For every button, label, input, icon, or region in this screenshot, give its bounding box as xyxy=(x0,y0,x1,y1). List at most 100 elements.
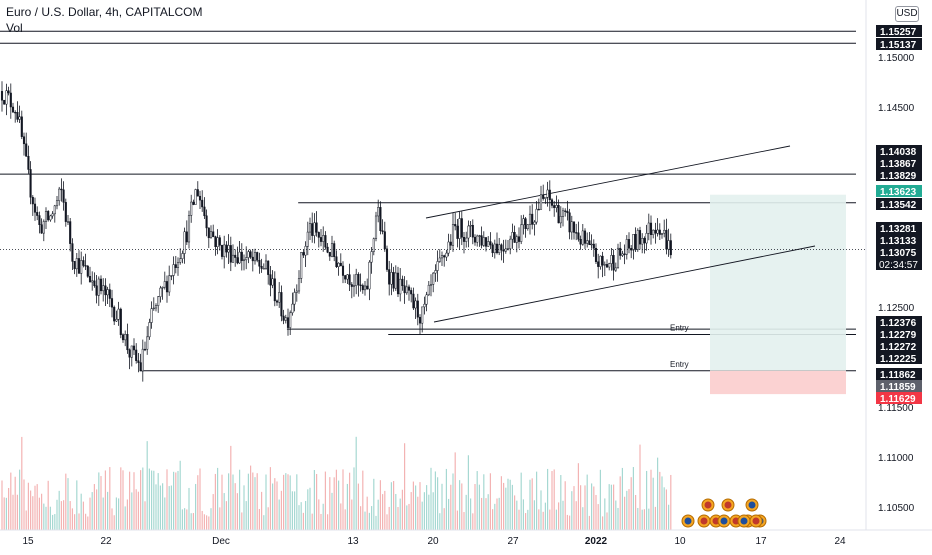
candle-body xyxy=(75,258,78,270)
volume-bar xyxy=(212,494,214,530)
volume-bar xyxy=(170,485,172,530)
volume-bars xyxy=(1,436,672,530)
candle-body xyxy=(181,253,184,259)
volume-bar xyxy=(221,474,223,530)
price-label-tag xyxy=(876,157,922,169)
volume-bar xyxy=(217,467,219,530)
symbol-title[interactable]: Euro / U.S. Dollar, 4h, CAPITALCOM xyxy=(6,5,203,19)
candle-body xyxy=(168,275,171,293)
countdown-text: 02:34:57 xyxy=(879,260,918,271)
candle-body xyxy=(216,237,219,247)
candle-body xyxy=(58,188,61,202)
price-label-tag xyxy=(876,380,922,392)
candle-body xyxy=(317,232,320,238)
volume-bar xyxy=(300,502,302,530)
volume-bar xyxy=(390,482,392,530)
volume-bar xyxy=(492,509,494,530)
volume-bar xyxy=(324,471,326,530)
volume-bar xyxy=(56,499,58,530)
volume-bar xyxy=(393,481,395,530)
price-tick-label: 1.11500 xyxy=(878,403,914,414)
candle-body xyxy=(29,169,32,198)
candle-body xyxy=(214,236,217,247)
candle-body xyxy=(504,248,507,252)
volume-bar xyxy=(283,474,285,530)
candle-body xyxy=(176,262,180,268)
candle-body xyxy=(414,300,417,309)
volume-bar xyxy=(285,473,287,530)
volume-bar xyxy=(503,482,505,530)
candlesticks xyxy=(0,81,672,382)
volume-bar xyxy=(201,510,203,530)
candle-body xyxy=(467,225,470,239)
price-label-text: 1.15137 xyxy=(880,40,917,51)
event-flag-center xyxy=(720,517,728,525)
candle-body xyxy=(20,116,23,137)
volume-label[interactable]: Vol xyxy=(6,21,23,35)
volume-bar xyxy=(540,490,542,530)
candle-body xyxy=(542,194,545,199)
candle-body xyxy=(201,199,204,208)
candle-body xyxy=(0,91,4,101)
volume-bar xyxy=(179,460,181,530)
candle-body xyxy=(99,278,103,292)
volume-bar xyxy=(190,513,192,530)
candle-body xyxy=(634,234,637,250)
candle-body xyxy=(132,345,136,351)
candle-body xyxy=(62,189,65,203)
candle-body xyxy=(273,278,276,302)
candle-body xyxy=(407,286,411,291)
volume-bar xyxy=(96,489,98,530)
candle-body xyxy=(198,195,202,201)
volume-bar xyxy=(591,483,593,530)
candle-body xyxy=(212,231,215,237)
candle-body xyxy=(520,224,523,242)
volume-bar xyxy=(27,482,29,530)
volume-bar xyxy=(87,516,89,530)
candle-body xyxy=(572,221,576,233)
volume-bar xyxy=(584,485,586,530)
currency-button[interactable]: USD xyxy=(895,6,919,22)
candle-body xyxy=(405,286,408,294)
candle-body xyxy=(172,264,175,276)
candle-body xyxy=(278,292,281,303)
candle-body xyxy=(427,284,430,296)
volume-bar xyxy=(69,501,71,530)
candle-body xyxy=(396,272,400,295)
price-label-text: 1.12225 xyxy=(880,354,917,365)
event-flag-center xyxy=(684,517,692,525)
candle-body xyxy=(379,207,382,231)
volume-bar xyxy=(577,463,579,530)
volume-bar xyxy=(489,473,491,530)
volume-bar xyxy=(670,474,672,530)
volume-bar xyxy=(426,485,428,530)
volume-bar xyxy=(355,436,357,530)
volume-bar xyxy=(45,506,47,530)
candle-body xyxy=(7,90,10,94)
volume-bar xyxy=(243,485,245,530)
candle-body xyxy=(115,319,118,322)
candle-body xyxy=(82,260,85,266)
volume-bar xyxy=(30,490,32,530)
entry-annotation: Entry xyxy=(670,360,689,369)
candle-body xyxy=(190,201,193,216)
volume-bar xyxy=(261,491,263,530)
candle-body xyxy=(97,278,100,296)
candle-body xyxy=(242,259,246,261)
volume-bar xyxy=(357,483,359,530)
candle-body xyxy=(71,243,74,262)
volume-bar xyxy=(410,492,412,530)
price-label-text: 1.13829 xyxy=(880,171,917,182)
candle-body xyxy=(399,278,402,295)
volume-bar xyxy=(98,472,100,530)
candle-body xyxy=(300,252,303,279)
candle-body xyxy=(192,201,195,205)
volume-bar xyxy=(67,478,69,530)
candle-body xyxy=(66,221,70,223)
candle-body xyxy=(126,334,129,351)
volume-bar xyxy=(225,501,227,530)
candle-body xyxy=(612,255,615,271)
candle-body xyxy=(553,205,556,208)
